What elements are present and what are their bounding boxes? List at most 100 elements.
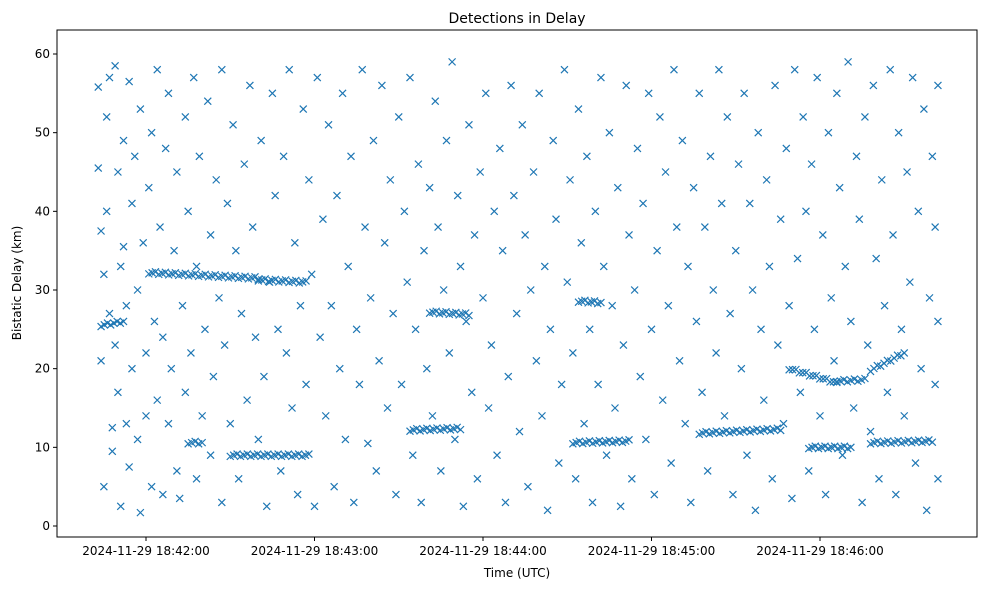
- data-point: [852, 152, 861, 161]
- data-point: [869, 81, 878, 90]
- data-point: [804, 467, 813, 475]
- data-point: [602, 451, 611, 460]
- data-point: [795, 368, 804, 377]
- data-point: [212, 175, 221, 184]
- data-point: [754, 128, 763, 137]
- data-point: [253, 450, 262, 458]
- data-point: [223, 199, 232, 208]
- data-point: [821, 442, 829, 451]
- y-tick-label: 20: [35, 362, 50, 376]
- data-point: [341, 435, 350, 444]
- data-point: [928, 438, 937, 447]
- data-point: [243, 450, 252, 458]
- data-point: [333, 191, 341, 200]
- data-point: [714, 65, 723, 74]
- data-point: [745, 199, 754, 208]
- data-point: [344, 262, 353, 271]
- data-point: [94, 83, 103, 91]
- data-point: [262, 502, 271, 511]
- data-point: [284, 450, 293, 458]
- data-point: [229, 120, 237, 129]
- data-point: [209, 372, 218, 381]
- data-point: [201, 325, 209, 334]
- data-point: [248, 223, 257, 231]
- data-point: [591, 207, 600, 216]
- data-point: [815, 375, 824, 383]
- data-points: [94, 57, 942, 517]
- data-point: [630, 286, 639, 294]
- data-point: [484, 404, 493, 412]
- data-point: [206, 451, 215, 460]
- data-point: [392, 490, 400, 499]
- data-point: [192, 262, 201, 271]
- chart-title: Detections in Delay: [448, 11, 585, 27]
- data-point: [863, 341, 872, 349]
- data-point: [830, 356, 838, 365]
- data-point: [206, 231, 215, 239]
- data-point: [153, 65, 162, 74]
- data-point: [595, 436, 604, 445]
- data-point: [172, 168, 181, 176]
- y-tick-label: 50: [35, 126, 50, 140]
- data-point: [397, 380, 406, 389]
- data-point: [811, 442, 820, 451]
- data-point: [495, 144, 504, 153]
- data-point: [355, 380, 364, 389]
- data-point: [875, 474, 883, 483]
- data-point: [147, 128, 156, 137]
- data-point: [821, 490, 830, 499]
- data-point: [826, 378, 834, 386]
- data-point: [585, 325, 594, 334]
- data-point: [816, 411, 824, 420]
- data-point: [119, 136, 128, 145]
- data-point: [560, 65, 569, 74]
- y-tick-label: 60: [35, 47, 50, 61]
- data-point: [125, 77, 134, 86]
- x-tick-label: 2024-11-29 18:42:00: [82, 544, 209, 558]
- data-point: [734, 160, 743, 169]
- data-point: [108, 423, 117, 432]
- data-point: [122, 419, 131, 428]
- data-point: [672, 223, 681, 231]
- data-point: [819, 374, 828, 383]
- data-point: [302, 380, 310, 389]
- data-point: [504, 372, 513, 381]
- data-point: [650, 490, 659, 499]
- data-point: [575, 437, 584, 446]
- data-point: [543, 506, 552, 515]
- data-point: [164, 419, 173, 428]
- data-point: [456, 425, 465, 434]
- data-point: [307, 270, 316, 279]
- data-point: [108, 447, 117, 456]
- data-point: [844, 57, 853, 66]
- data-point: [571, 474, 580, 483]
- data-point: [644, 89, 653, 98]
- data-point: [361, 223, 369, 231]
- data-point: [726, 309, 735, 318]
- data-point: [487, 341, 496, 349]
- y-tick-label: 40: [35, 204, 50, 218]
- data-point: [111, 61, 120, 70]
- data-point: [122, 301, 131, 310]
- data-point: [462, 317, 471, 326]
- data-point: [237, 309, 246, 318]
- data-point: [695, 89, 704, 98]
- data-point: [712, 427, 721, 436]
- data-point: [198, 411, 207, 420]
- data-point: [605, 128, 614, 137]
- data-point: [798, 368, 807, 377]
- data-point: [802, 207, 810, 216]
- data-point: [549, 136, 558, 145]
- data-point: [846, 443, 855, 452]
- data-point: [788, 365, 797, 374]
- data-point: [858, 498, 867, 507]
- data-point: [873, 437, 882, 446]
- data-point: [274, 325, 282, 334]
- data-point: [414, 160, 423, 169]
- data-point: [526, 286, 535, 294]
- data-point: [470, 231, 479, 239]
- data-point: [521, 231, 530, 239]
- data-point: [274, 450, 283, 458]
- x-axis: 2024-11-29 18:42:00 2024-11-29 18:43:00 20…: [82, 537, 884, 558]
- data-point: [585, 437, 594, 445]
